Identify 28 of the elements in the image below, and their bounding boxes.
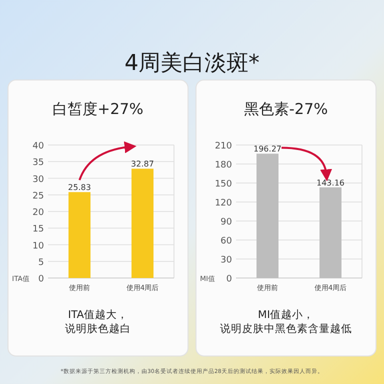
- y-tick-label: 180: [214, 160, 232, 170]
- chart-title: 白皙度+27%: [52, 100, 144, 118]
- y-tick-label: 60: [220, 236, 232, 246]
- text: ITA值越大，: [68, 309, 128, 321]
- y-tick-label: 210: [214, 142, 232, 152]
- y-tick-label: 10: [32, 241, 44, 252]
- y-tick-label: 0: [38, 274, 44, 284]
- y-tick-label: 90: [220, 218, 232, 228]
- data-label: 32.87: [131, 160, 154, 169]
- chart-title: 黑色素-27%: [244, 100, 328, 118]
- data-label: 143.16: [316, 178, 344, 188]
- text: 说明肤色越白: [65, 323, 131, 335]
- y-tick-label: 30: [220, 256, 232, 266]
- text: 说明皮肤中黑色素含量越低: [220, 323, 352, 335]
- y-tick-label: 25: [32, 191, 44, 202]
- y-tick-label: 20: [32, 208, 44, 218]
- text: 4周美白淡斑*: [124, 51, 260, 76]
- y-tick-label: 150: [214, 180, 232, 190]
- y-tick-label: 5: [38, 258, 44, 268]
- y-tick-label: 0: [226, 274, 232, 284]
- data-label: 196.27: [254, 144, 282, 154]
- y-tick-label: 30: [32, 174, 44, 185]
- data-label: 25.83: [68, 183, 91, 192]
- y-tick-label: 15: [32, 224, 44, 235]
- y-tick-label: 120: [214, 198, 232, 208]
- y-tick-label: 35: [32, 158, 44, 168]
- y-tick-label: 40: [32, 142, 44, 152]
- text: MI值越小，: [258, 309, 314, 321]
